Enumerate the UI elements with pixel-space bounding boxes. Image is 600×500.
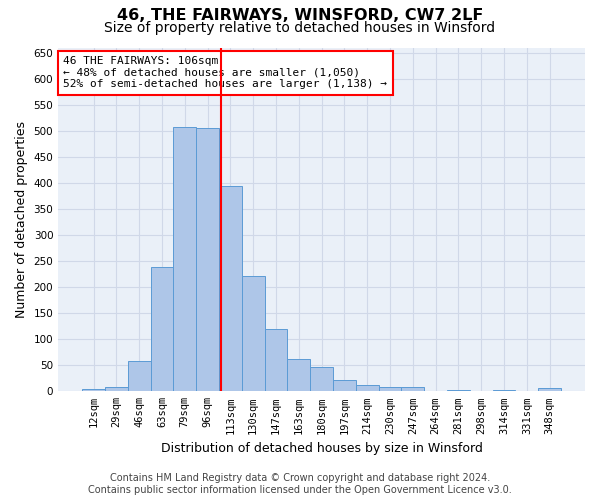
Text: Size of property relative to detached houses in Winsford: Size of property relative to detached ho… <box>104 21 496 35</box>
Bar <box>287 359 310 392</box>
Bar <box>379 387 401 392</box>
Bar <box>356 385 379 392</box>
Bar <box>447 390 470 392</box>
Bar <box>105 387 128 392</box>
X-axis label: Distribution of detached houses by size in Winsford: Distribution of detached houses by size … <box>161 442 482 455</box>
Bar <box>82 388 105 392</box>
Bar <box>151 268 173 392</box>
Text: Contains HM Land Registry data © Crown copyright and database right 2024.
Contai: Contains HM Land Registry data © Crown c… <box>88 474 512 495</box>
Bar <box>128 361 151 392</box>
Text: 46 THE FAIRWAYS: 106sqm
← 48% of detached houses are smaller (1,050)
52% of semi: 46 THE FAIRWAYS: 106sqm ← 48% of detache… <box>64 56 388 90</box>
Bar <box>265 329 287 392</box>
Bar <box>493 390 515 392</box>
Bar <box>242 276 265 392</box>
Bar <box>219 186 242 392</box>
Bar <box>538 388 561 392</box>
Bar <box>401 387 424 392</box>
Bar <box>333 380 356 392</box>
Bar <box>310 367 333 392</box>
Text: 46, THE FAIRWAYS, WINSFORD, CW7 2LF: 46, THE FAIRWAYS, WINSFORD, CW7 2LF <box>117 8 483 22</box>
Bar <box>173 127 196 392</box>
Y-axis label: Number of detached properties: Number of detached properties <box>15 121 28 318</box>
Bar <box>196 128 219 392</box>
